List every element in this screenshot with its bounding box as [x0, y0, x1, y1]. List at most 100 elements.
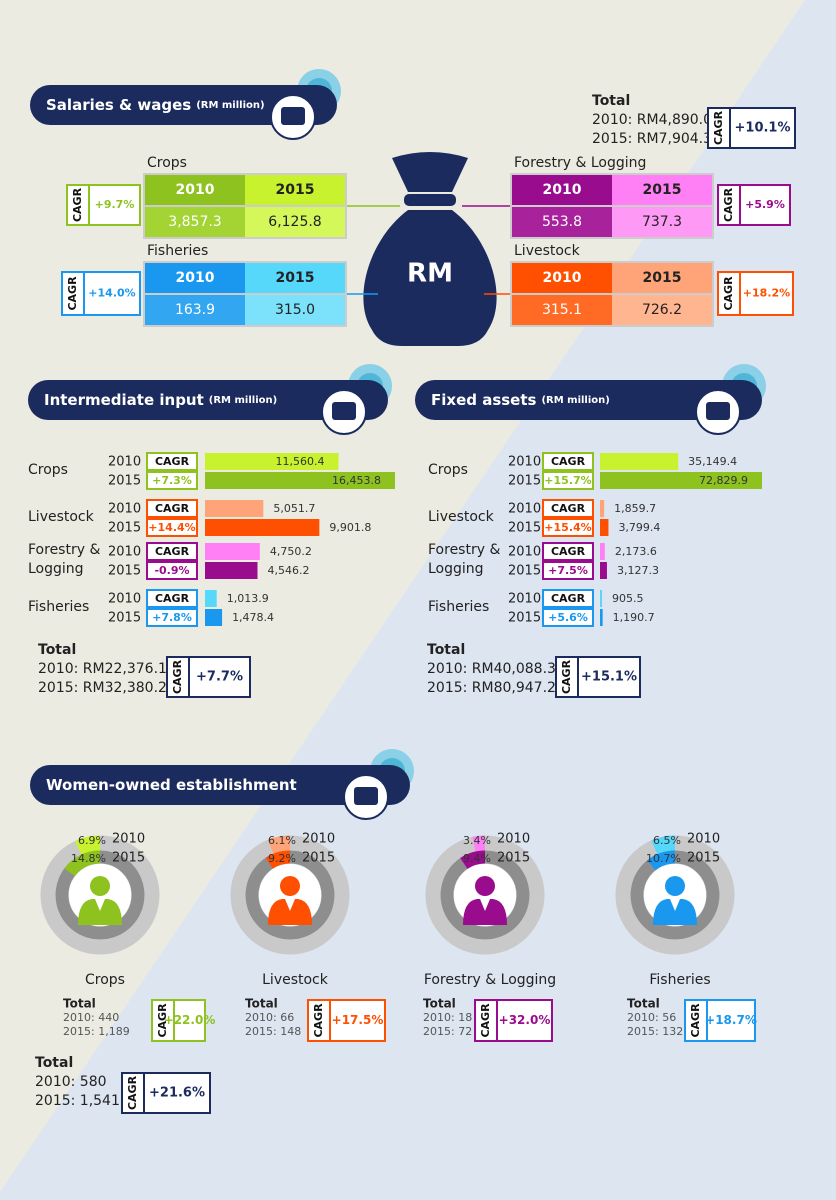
- cell: [512, 207, 612, 237]
- cagr-value: +7.3%: [152, 474, 192, 487]
- person-collar: [285, 899, 295, 911]
- total-line: 2015: RM32,380.2: [38, 680, 167, 696]
- header-title-text: Salaries & wages: [46, 96, 191, 114]
- person-icon: [268, 899, 312, 925]
- year: 2015: [276, 182, 315, 198]
- bar: [205, 543, 260, 560]
- donut-arc: [75, 835, 101, 855]
- bar: [600, 472, 762, 489]
- cagr-value: +17.5%: [332, 1013, 384, 1027]
- cagr-label: CAGR: [156, 1003, 169, 1038]
- bar: [205, 500, 264, 517]
- donut-arc: [64, 850, 101, 877]
- cagr-box: [707, 107, 796, 149]
- person-collar: [480, 899, 490, 911]
- bar: [205, 472, 395, 489]
- cagr-box: [166, 656, 251, 698]
- header-title-text: Women-owned establishment: [46, 776, 297, 794]
- bar-label: 72,829.9: [699, 474, 748, 487]
- header-title: Fixed assets (RM million): [431, 391, 610, 409]
- cagr-box: [542, 589, 594, 608]
- cagr-box: [542, 499, 594, 518]
- year: 2010: [108, 455, 141, 470]
- header-title: Intermediate input (RM million): [44, 391, 277, 409]
- year: 2010: [543, 182, 582, 198]
- bar-label: 3,799.4: [618, 521, 660, 534]
- header-unit: (RM million): [196, 100, 264, 111]
- bar: [600, 453, 679, 470]
- year: 2015: [108, 474, 141, 489]
- person-icon: [280, 876, 300, 896]
- sector-name: Crops: [147, 155, 187, 171]
- cagr-box: [542, 518, 594, 537]
- header-title: Salaries & wages (RM million): [46, 96, 265, 114]
- cagr-value: +7.8%: [152, 611, 192, 624]
- cell: [512, 263, 612, 293]
- cell: [512, 295, 612, 325]
- cagr-box: [61, 271, 141, 316]
- sector-name: Crops: [85, 972, 125, 988]
- person-icon: [78, 899, 122, 925]
- sector-name: Fisheries: [649, 972, 710, 988]
- bar-label: 1,190.7: [613, 611, 655, 624]
- donut-arc: [265, 850, 291, 869]
- bar-label: 5,051.7: [273, 502, 315, 515]
- bar-label: 4,546.2: [267, 564, 309, 577]
- bar-label: 1,478.4: [232, 611, 274, 624]
- cagr-box: [146, 608, 198, 627]
- bar-label: 11,560.4: [276, 455, 325, 468]
- year: 2010: [112, 832, 145, 847]
- cagr-box: [684, 999, 756, 1042]
- row-name: Fisheries: [428, 598, 490, 615]
- bar-label: 1,013.9: [227, 592, 269, 605]
- header-title-text: Intermediate input: [44, 391, 204, 409]
- person-icon: [665, 876, 685, 896]
- person-icon: [90, 876, 110, 896]
- total-label: Total: [427, 642, 465, 658]
- year: 2010: [176, 270, 215, 286]
- cagr-box: [146, 471, 198, 490]
- total-line: 2015: 148: [245, 1025, 301, 1038]
- bar-label: 4,750.2: [270, 545, 312, 558]
- header-unit: (RM million): [209, 395, 277, 406]
- donut-arc: [460, 850, 486, 870]
- cagr-label: CAGR: [551, 592, 586, 605]
- total-line: 2010: 56: [627, 1011, 676, 1024]
- cell: [245, 263, 345, 293]
- sector-name: Livestock: [514, 243, 581, 259]
- header-title: Women-owned establishment: [46, 776, 297, 794]
- cell: [245, 175, 345, 205]
- person-icon: [463, 899, 507, 925]
- cagr-label: CAGR: [71, 187, 84, 222]
- cell: [612, 263, 712, 293]
- year: 2015: [643, 270, 682, 286]
- year: 2010: [108, 545, 141, 560]
- year: 2015: [108, 521, 141, 536]
- year: 2015: [508, 611, 541, 626]
- money-bag: [363, 210, 497, 346]
- cagr-label: CAGR: [155, 545, 190, 558]
- total-line: 2010: RM40,088.3: [427, 661, 556, 677]
- bar: [600, 543, 605, 560]
- header-title-text: Fixed assets: [431, 391, 537, 409]
- cagr-box: [542, 561, 594, 580]
- cagr-box: [146, 542, 198, 561]
- cagr-value: +7.7%: [196, 670, 243, 685]
- cagr-box: [151, 999, 206, 1042]
- total-label: Total: [592, 93, 630, 109]
- cagr-label: CAGR: [171, 659, 184, 694]
- cagr-value: -0.9%: [154, 564, 189, 577]
- cagr-label: CAGR: [479, 1003, 492, 1038]
- value: 737.3: [642, 214, 682, 230]
- cagr-box: [121, 1072, 211, 1114]
- value: 315.0: [275, 302, 315, 318]
- total-label: Total: [245, 997, 278, 1011]
- year: 2015: [108, 611, 141, 626]
- donut-arc: [472, 835, 486, 852]
- cell: [612, 295, 712, 325]
- year: 2010: [302, 832, 335, 847]
- cagr-label: CAGR: [312, 1003, 325, 1038]
- year: 2010: [508, 545, 541, 560]
- total-line: 2015: 132: [627, 1025, 683, 1038]
- value: 315.1: [542, 302, 582, 318]
